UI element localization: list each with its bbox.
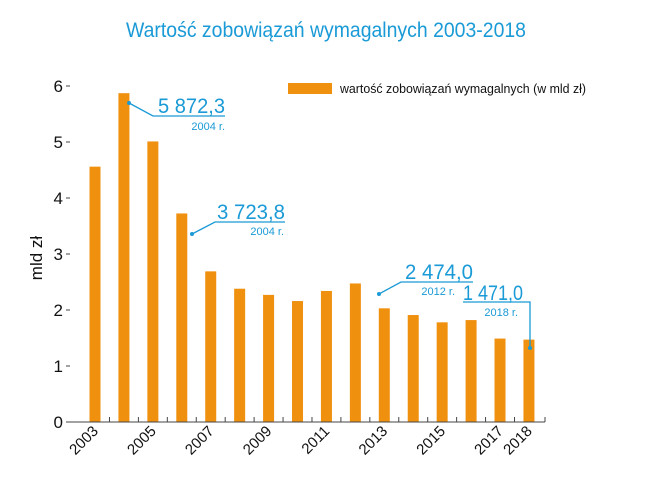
bar-2017 (494, 338, 506, 422)
annotation-year: 2004 r. (191, 121, 225, 133)
x-tick-label: 2018 (500, 423, 536, 459)
annotation-leader (378, 281, 473, 295)
bar-2018 (523, 339, 535, 422)
annotation-leader (128, 102, 225, 117)
bar-2004 (118, 93, 130, 422)
bar-2014 (407, 315, 419, 422)
y-tick-label: 2 (54, 301, 63, 320)
annotation-value: 3 723,8 (217, 201, 285, 224)
bar-2003 (89, 166, 101, 422)
annotation-year: 2012 r. (421, 286, 455, 298)
y-tick-label: 6 (54, 77, 63, 96)
bar-2005 (147, 141, 159, 422)
annotation-2004: 5 872,3 2004 r. (127, 95, 225, 133)
bar-2007 (205, 271, 217, 422)
x-tick-label: 2011 (298, 423, 333, 458)
legend-label: wartość zobowiązań wymagalnych (w mld zł… (339, 81, 586, 96)
bar-2008 (234, 288, 246, 422)
bar-2013 (378, 308, 390, 422)
x-tick-label: 2017 (471, 423, 507, 459)
bar-2010 (292, 301, 304, 422)
y-axis: 0 1 2 3 4 5 6 (54, 77, 70, 432)
x-tick-label: 2015 (413, 423, 449, 459)
y-tick-label: 1 (54, 357, 63, 376)
legend: wartość zobowiązań wymagalnych (w mld zł… (288, 81, 586, 96)
annotation-2018: 1 471,0 2018 r. (463, 282, 532, 350)
chart-title: Wartość zobowiązań wymagalnych 2003-2018 (126, 19, 526, 42)
annotation-value: 2 474,0 (405, 261, 473, 284)
x-tick-label: 2005 (124, 423, 160, 459)
bar-2016 (465, 320, 477, 422)
annotation-year: 2018 r. (484, 307, 518, 319)
annotation-leader (191, 221, 285, 235)
bar-2011 (320, 290, 332, 422)
annotation-2012: 2 474,0 2012 r. (377, 261, 473, 298)
bar-2015 (436, 322, 448, 422)
y-tick-label: 0 (54, 413, 63, 432)
y-tick-label: 4 (54, 189, 63, 208)
bar-2006 (176, 213, 188, 422)
y-tick-label: 5 (54, 133, 63, 152)
y-axis-label: mld zł (27, 236, 46, 281)
y-tick-label: 3 (54, 245, 63, 264)
legend-swatch (288, 83, 332, 94)
bar-2012 (349, 283, 361, 422)
annotation-value: 5 872,3 (158, 95, 225, 118)
annotation-year: 2004 r. (250, 226, 284, 238)
annotation-leader (463, 301, 531, 348)
x-tick-label: 2007 (182, 423, 218, 459)
annotation-2006: 3 723,8 2004 r. (190, 201, 285, 238)
x-tick-label: 2009 (240, 423, 276, 459)
x-tick-label: 2013 (356, 423, 392, 459)
bar-2009 (263, 294, 275, 422)
bars (89, 93, 535, 422)
annotation-value: 1 471,0 (463, 282, 523, 305)
x-tick-label: 2003 (66, 423, 102, 459)
